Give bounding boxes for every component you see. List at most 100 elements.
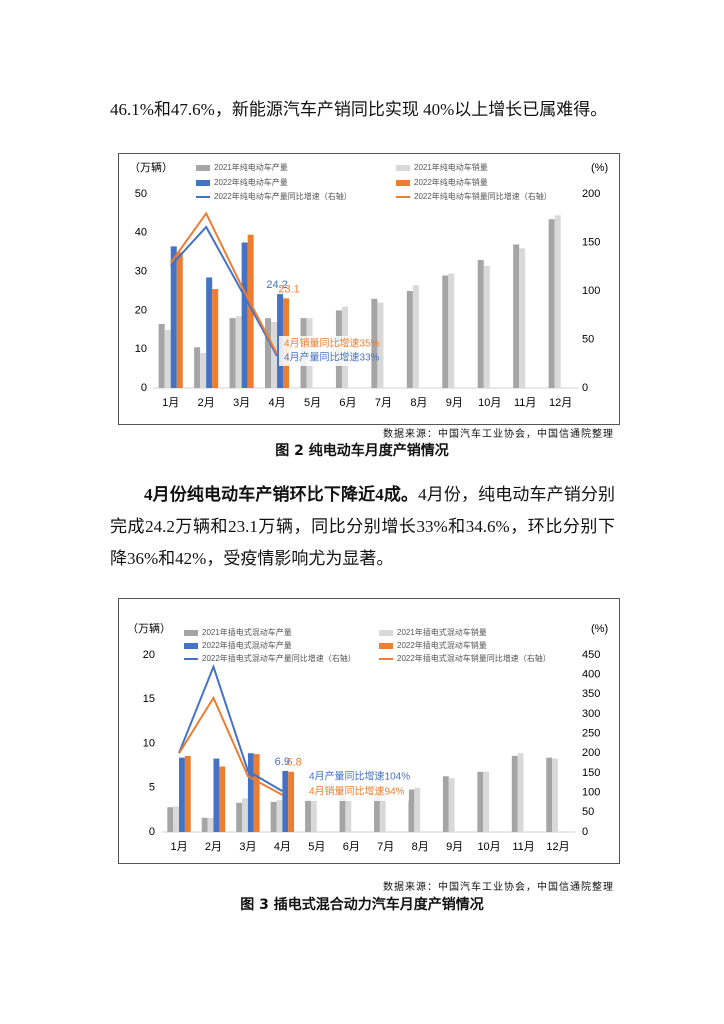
- bar: [546, 757, 553, 832]
- bar: [271, 322, 278, 388]
- legend-label: 2021年纯电动车产量: [214, 162, 288, 172]
- y-tick-label: 0: [149, 826, 155, 838]
- bar: [207, 817, 214, 832]
- bar: [483, 265, 490, 388]
- bar: [212, 289, 219, 388]
- bar: [206, 277, 213, 388]
- legend-label: 2022年纯电动车销量: [414, 177, 488, 187]
- y-tick-label: 30: [135, 266, 147, 278]
- x-tick-label: 4月: [269, 397, 286, 409]
- y2-tick-label: 200: [582, 747, 600, 759]
- legend-label: 2021年插电式混动车产量: [202, 627, 292, 637]
- bar: [374, 793, 380, 832]
- bar: [229, 318, 236, 388]
- y2-tick-label: 200: [582, 188, 600, 200]
- x-tick-label: 3月: [233, 397, 250, 409]
- bar: [184, 755, 191, 832]
- y-tick-label: 20: [143, 649, 155, 661]
- bar: [201, 817, 208, 832]
- figure: （万辆） (%) 0 10 20 30 40 50 0 50 100 150 200 1月 2月 3月 4月 5月…: [118, 153, 620, 425]
- x-tick-label: 12月: [549, 397, 572, 409]
- x-tick-label: 6月: [339, 397, 356, 409]
- bar: [442, 275, 449, 388]
- paragraph-lead: 4月份纯电动车产销环比下降近4成。: [144, 485, 419, 504]
- line-series: [178, 663, 283, 792]
- annotation: 4月销量同比增速94%: [309, 785, 405, 798]
- chart: （万辆） (%)051015200501001502002503003504004…: [127, 621, 608, 853]
- legend-label: 2022年纯电动车产量: [214, 177, 288, 187]
- y-tick-label: 50: [135, 188, 147, 200]
- legend-swatch: [396, 180, 410, 186]
- bar: [173, 806, 180, 832]
- bar: [477, 771, 484, 832]
- y2-tick-label: 250: [582, 728, 600, 740]
- x-tick-label: 11月: [512, 841, 534, 853]
- x-tick-label: 5月: [308, 841, 325, 853]
- x-tick-label: 1月: [170, 841, 187, 853]
- paragraph-body: 4月份，纯电动车产销分别完成24.2万辆和23.1万辆，同比分别增长33%和34…: [110, 485, 615, 568]
- x-tick-label: 2月: [205, 841, 222, 853]
- bar: [477, 259, 484, 388]
- annotation: 4月产量同比增速104%: [309, 770, 410, 783]
- legend-label: 2022年插电式混动车销量同比增速（右轴）: [397, 653, 551, 663]
- x-tick-label: 10月: [477, 841, 500, 853]
- y2-axis-label: (%): [591, 162, 608, 174]
- annotation: 4月销量同比增速35%: [284, 337, 380, 350]
- bar: [200, 353, 207, 388]
- y-tick-label: 0: [141, 382, 147, 394]
- bar: [408, 789, 415, 832]
- y2-tick-label: 50: [582, 806, 594, 818]
- bar: [548, 219, 555, 388]
- legend-label: 2021年插电式混动车销量: [397, 627, 487, 637]
- data-label: 23.1: [278, 283, 299, 295]
- x-tick-label: 7月: [377, 841, 394, 853]
- bar: [282, 770, 289, 832]
- bar: [179, 757, 185, 832]
- x-tick-label: 11月: [514, 397, 536, 409]
- x-tick-label: 1月: [162, 397, 179, 409]
- legend-swatch: [184, 630, 198, 636]
- y2-tick-label: 50: [582, 333, 594, 345]
- bar: [442, 776, 449, 832]
- bar: [310, 799, 317, 832]
- bar: [276, 800, 283, 832]
- y2-tick-label: 450: [582, 649, 600, 661]
- bar: [517, 753, 524, 832]
- legend-swatch: [184, 643, 198, 649]
- y-tick-label: 40: [135, 227, 147, 239]
- x-tick-label: 8月: [410, 397, 427, 409]
- bar: [247, 234, 254, 388]
- bar: [242, 798, 248, 832]
- bar: [194, 347, 201, 388]
- legend-swatch: [196, 165, 210, 171]
- y2-tick-label: 0: [582, 382, 588, 394]
- legend-label: 2022年纯电动车销量同比增速（右轴）: [414, 191, 552, 201]
- legend-label: 2021年纯电动车销量: [414, 162, 488, 172]
- legend-label: 2022年纯电动车产量同比增速（右轴）: [214, 191, 352, 201]
- legend-swatch: [379, 643, 393, 649]
- bar: [511, 755, 518, 832]
- x-tick-label: 10月: [478, 397, 501, 409]
- legend-swatch: [196, 180, 210, 186]
- bar: [236, 802, 243, 832]
- y-axis-label: （万辆）: [127, 621, 171, 635]
- bar: [213, 758, 220, 832]
- source-note: 数据来源：中国汽车工业协会，中国信通院整理: [383, 429, 614, 440]
- annotation-box: [279, 336, 367, 366]
- bar: [414, 787, 421, 832]
- y-tick-label: 20: [135, 304, 147, 316]
- bar: [270, 801, 277, 832]
- x-tick-label: 4月: [274, 841, 291, 853]
- y2-tick-label: 100: [582, 285, 600, 297]
- data-label: 6.8: [287, 757, 302, 769]
- bar: [448, 273, 455, 388]
- bar: [406, 291, 413, 388]
- y-tick-label: 10: [135, 343, 147, 355]
- bar: [448, 778, 455, 832]
- bar: [371, 298, 378, 388]
- bar: [241, 242, 248, 388]
- annotation: 4月产量同比增速33%: [284, 351, 380, 364]
- y2-tick-label: 100: [582, 787, 600, 799]
- bar: [483, 771, 490, 832]
- bar: [345, 795, 352, 832]
